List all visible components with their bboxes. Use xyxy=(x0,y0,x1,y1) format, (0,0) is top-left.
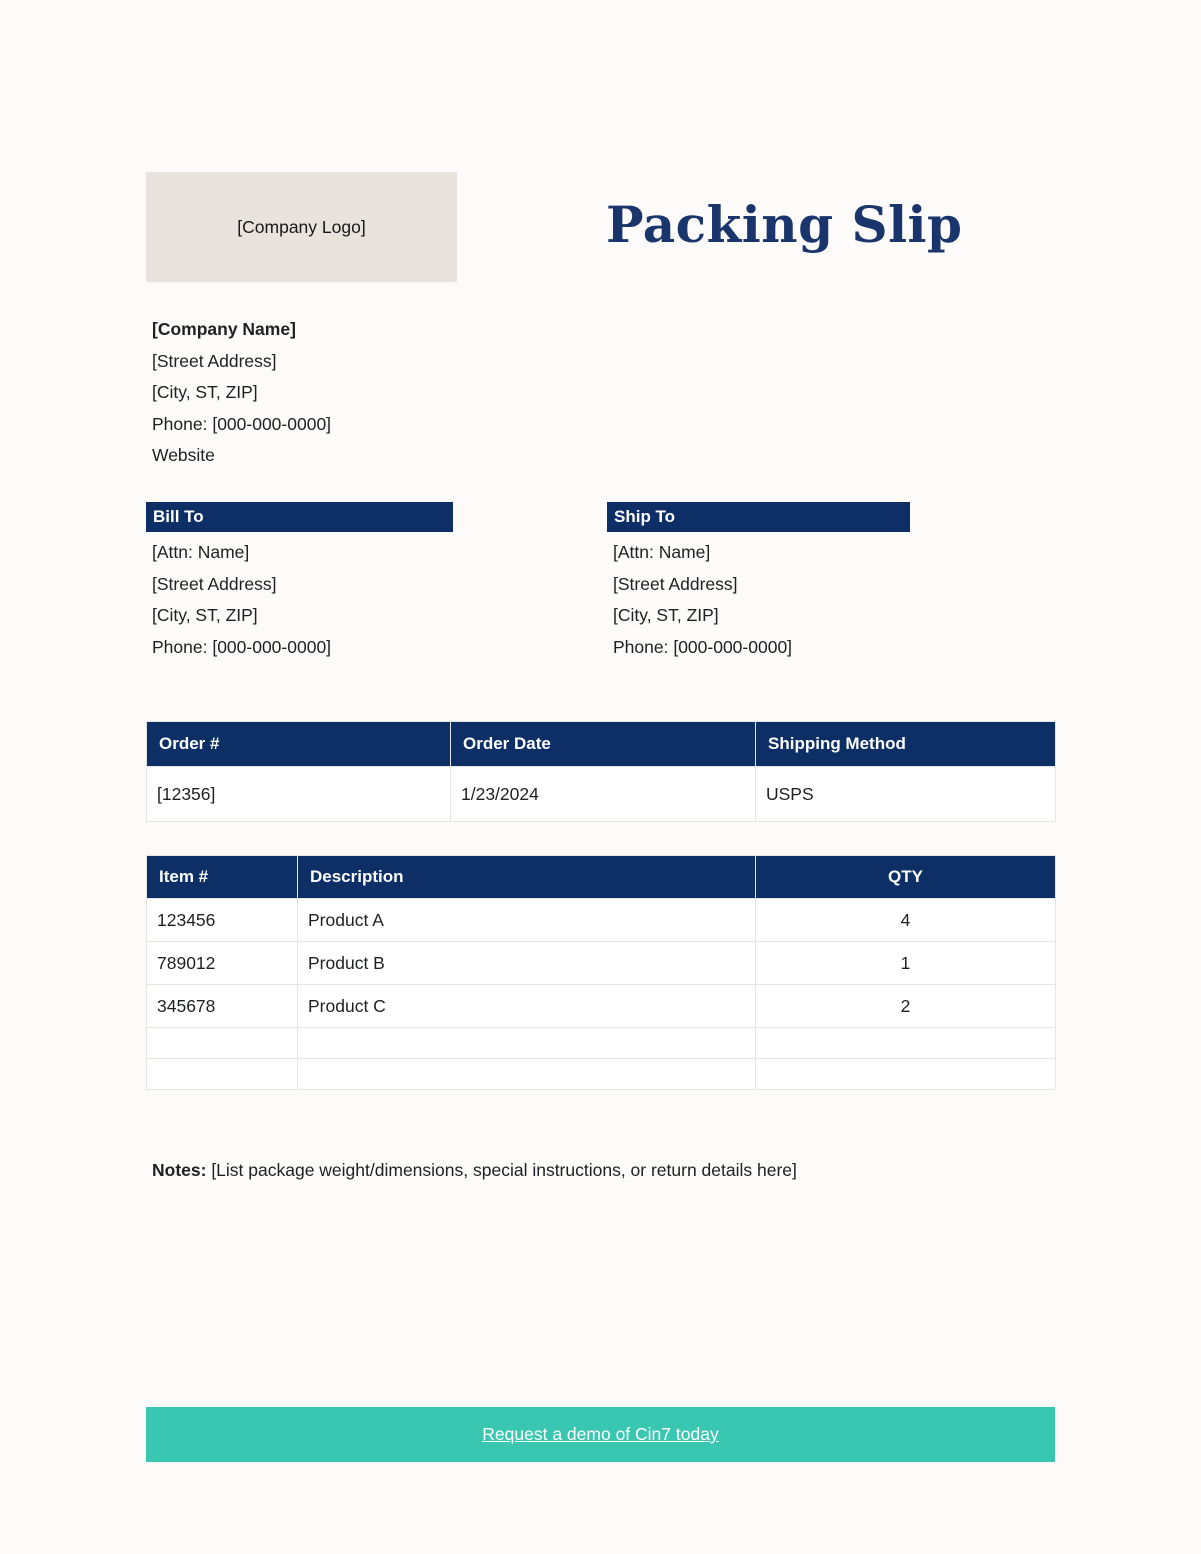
request-demo-link[interactable]: Request a demo of Cin7 today xyxy=(482,1424,719,1444)
company-info: [Company Name] [Street Address] [City, S… xyxy=(152,314,331,472)
ship-to-city: [City, ST, ZIP] xyxy=(613,605,719,626)
notes-text: [List package weight/dimensions, special… xyxy=(206,1160,797,1180)
table-row xyxy=(146,1027,1056,1059)
qty-cell: 4 xyxy=(755,898,1056,942)
bill-to-street: [Street Address] xyxy=(152,573,277,594)
ship-to-address: [Attn: Name] [Street Address] [City, ST,… xyxy=(613,537,792,663)
item-number-cell: 789012 xyxy=(146,941,298,985)
ship-to-phone: Phone: [000-000-0000] xyxy=(613,636,793,657)
qty-cell: 2 xyxy=(755,984,1056,1028)
bill-to-address: [Attn: Name] [Street Address] [City, ST,… xyxy=(152,537,331,663)
qty-cell xyxy=(755,1027,1056,1059)
item-number-cell: 123456 xyxy=(146,898,298,942)
order-date-header: Order Date xyxy=(450,721,756,767)
company-logo-placeholder: [Company Logo] xyxy=(146,172,457,282)
items-table: Item # Description QTY 123456 Product A … xyxy=(146,855,1056,1090)
company-name: [Company Name] xyxy=(152,319,296,339)
company-phone: Phone: [000-000-0000] xyxy=(152,413,332,434)
order-table-header-row: Order # Order Date Shipping Method xyxy=(146,721,1056,767)
order-number-header: Order # xyxy=(146,721,451,767)
order-summary-table: Order # Order Date Shipping Method [1235… xyxy=(146,721,1056,822)
table-row xyxy=(146,1058,1056,1090)
ship-to-street: [Street Address] xyxy=(613,573,738,594)
bill-to-city: [City, ST, ZIP] xyxy=(152,605,258,626)
table-row: 789012 Product B 1 xyxy=(146,941,1056,985)
qty-cell: 1 xyxy=(755,941,1056,985)
table-row: 345678 Product C 2 xyxy=(146,984,1056,1028)
order-table-row: [12356] 1/23/2024 USPS xyxy=(146,766,1056,822)
page-title: Packing Slip xyxy=(606,195,963,254)
company-city: [City, ST, ZIP] xyxy=(152,382,258,403)
item-number-header: Item # xyxy=(146,855,298,899)
table-row: 123456 Product A 4 xyxy=(146,898,1056,942)
notes-section: Notes: [List package weight/dimensions, … xyxy=(152,1160,797,1181)
company-logo-label: [Company Logo] xyxy=(237,216,366,237)
ship-to-attn: [Attn: Name] xyxy=(613,542,711,562)
items-table-header-row: Item # Description QTY xyxy=(146,855,1056,899)
shipping-method-header: Shipping Method xyxy=(755,721,1056,767)
bill-to-phone: Phone: [000-000-0000] xyxy=(152,636,332,657)
description-cell: Product C xyxy=(297,984,756,1028)
item-number-cell: 345678 xyxy=(146,984,298,1028)
bill-to-heading: Bill To xyxy=(146,502,453,532)
description-cell xyxy=(297,1027,756,1059)
description-cell: Product B xyxy=(297,941,756,985)
notes-label: Notes: xyxy=(152,1160,207,1180)
item-number-cell xyxy=(146,1027,298,1059)
shipping-method-value: USPS xyxy=(755,766,1056,822)
qty-header: QTY xyxy=(755,855,1056,899)
description-header: Description xyxy=(297,855,756,899)
order-date-value: 1/23/2024 xyxy=(450,766,756,822)
company-website: Website xyxy=(152,445,215,466)
description-cell xyxy=(297,1058,756,1090)
qty-cell xyxy=(755,1058,1056,1090)
description-cell: Product A xyxy=(297,898,756,942)
order-number-value: [12356] xyxy=(146,766,451,822)
footer-cta-bar: Request a demo of Cin7 today xyxy=(146,1407,1055,1462)
company-street: [Street Address] xyxy=(152,350,277,371)
bill-to-attn: [Attn: Name] xyxy=(152,542,250,562)
item-number-cell xyxy=(146,1058,298,1090)
ship-to-heading: Ship To xyxy=(607,502,910,532)
